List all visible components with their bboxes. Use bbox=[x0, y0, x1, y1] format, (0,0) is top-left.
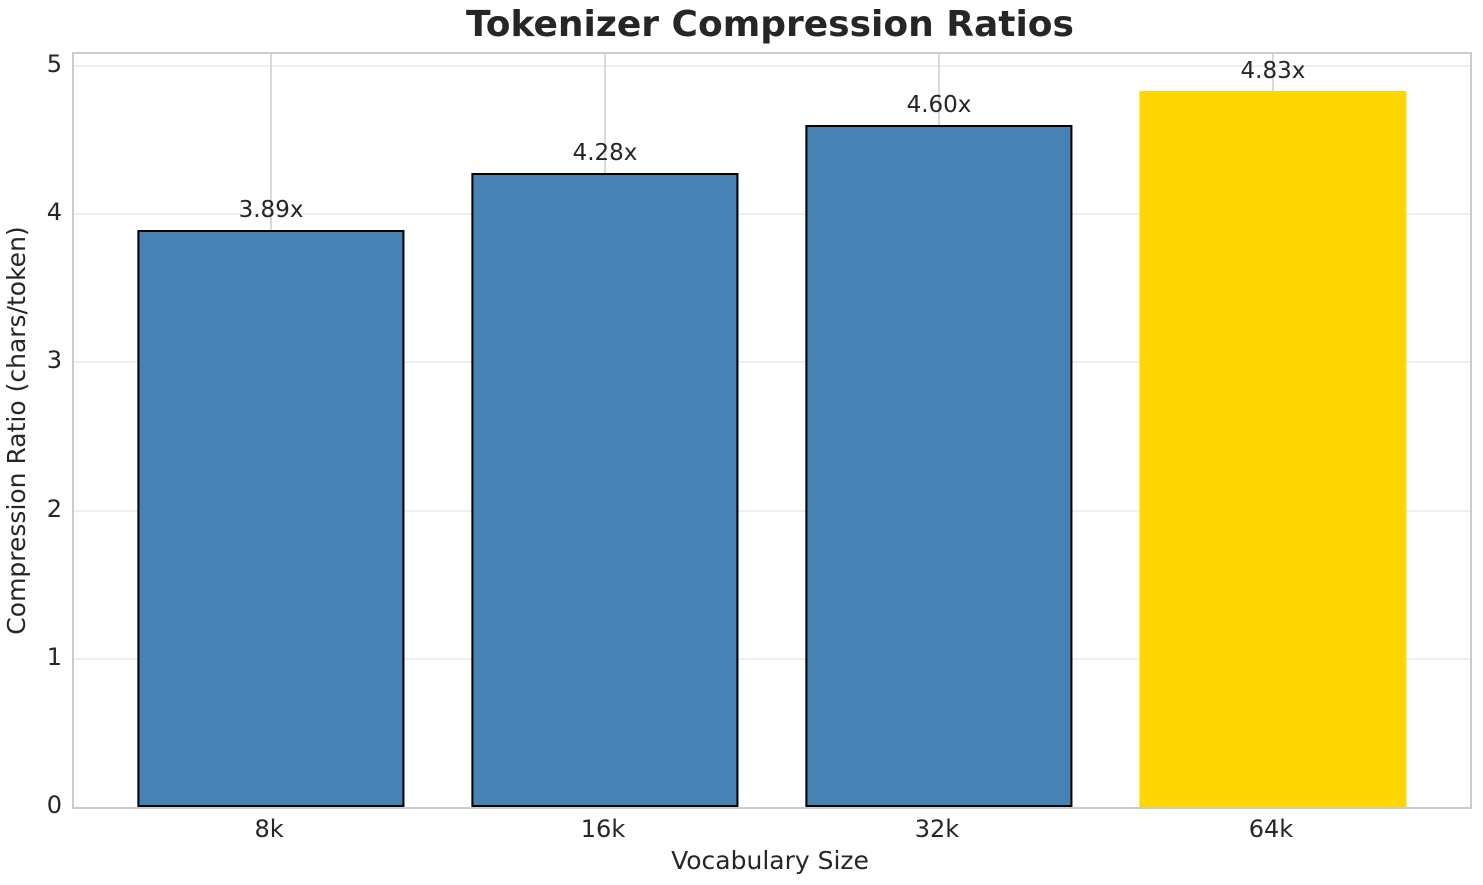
plot-area: 3.89x 4.28x 4.60x 4.83x bbox=[72, 52, 1472, 809]
y-tick-label: 3 bbox=[46, 346, 62, 375]
gridline-horizontal bbox=[74, 361, 1470, 364]
bar-value-label: 4.60x bbox=[906, 92, 972, 119]
y-axis-label: Compression Ratio (chars/token) bbox=[2, 226, 31, 635]
bar-value-label: 4.83x bbox=[1240, 58, 1306, 85]
x-tick-label: 32k bbox=[914, 815, 960, 843]
bar-value-label: 3.89x bbox=[238, 197, 304, 224]
y-tick-label: 4 bbox=[46, 198, 62, 227]
gridline-horizontal bbox=[74, 657, 1470, 660]
bar-8k bbox=[137, 230, 405, 807]
x-tick-label: 64k bbox=[1248, 815, 1294, 843]
chart-title: Tokenizer Compression Ratios bbox=[466, 4, 1074, 45]
x-tick-label: 16k bbox=[580, 815, 626, 843]
y-tick-label: 0 bbox=[46, 791, 62, 819]
y-tick-label: 5 bbox=[46, 49, 62, 78]
gridline-horizontal bbox=[74, 64, 1470, 67]
x-tick-label: 8k bbox=[254, 815, 284, 843]
y-tick-label: 2 bbox=[46, 494, 62, 523]
x-axis-label: Vocabulary Size bbox=[671, 846, 869, 875]
bar-32k bbox=[805, 125, 1073, 807]
gridline-horizontal bbox=[74, 213, 1470, 216]
gridline-horizontal bbox=[74, 509, 1470, 512]
bar-value-label: 4.28x bbox=[572, 139, 638, 166]
y-tick-label: 1 bbox=[46, 642, 62, 671]
bar-64k bbox=[1139, 91, 1407, 807]
bar-16k bbox=[471, 172, 739, 807]
